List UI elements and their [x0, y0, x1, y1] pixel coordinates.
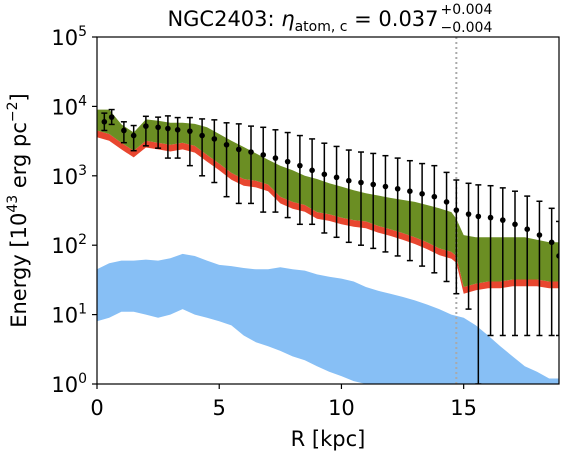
y-tick-label: 105 [51, 24, 87, 50]
y-label-mid: erg pc [7, 122, 31, 195]
data-point [248, 149, 254, 155]
data-point [407, 188, 413, 194]
y-tick-exponent: 0 [78, 371, 87, 387]
data-point [512, 221, 518, 228]
data-point [211, 136, 218, 142]
y-tick-base: 10 [51, 95, 78, 119]
y-tick-label: 101 [51, 302, 87, 328]
y-label-text: Energy [1043 erg pc−2] [5, 93, 31, 328]
data-point [235, 146, 242, 153]
y-tick-exponent: 5 [78, 24, 87, 40]
x-label-text: R [kpc] [291, 427, 366, 451]
data-point [143, 123, 149, 129]
y-tick-exponent: 2 [78, 232, 87, 248]
data-point [499, 217, 506, 223]
blue-band [97, 253, 559, 384]
y-tick-label: 104 [51, 93, 87, 119]
y-label-main: Energy [10 [7, 213, 31, 328]
data-point [199, 132, 205, 139]
data-point [524, 226, 531, 233]
green-band-layer [97, 109, 559, 294]
data-point [272, 155, 279, 161]
y-tick-base: 10 [51, 304, 78, 328]
title-prefix: NGC2403: [167, 7, 281, 31]
data-point [465, 211, 472, 217]
data-point [431, 193, 438, 200]
x-axis-label: R [kpc] [291, 427, 366, 451]
data-point [121, 127, 127, 134]
data-point [475, 213, 482, 220]
y-tick-label: 102 [51, 232, 87, 258]
x-tick-label: 15 [450, 396, 477, 420]
title-eta: η [281, 7, 294, 31]
y-tick-base: 10 [51, 373, 78, 397]
data-point [174, 127, 181, 133]
data-point [419, 191, 425, 197]
data-point [382, 183, 389, 190]
data-point [223, 141, 230, 148]
y-tick-exponent: 1 [78, 302, 87, 318]
data-points-layer [101, 108, 559, 384]
y-tick-exponent: 4 [78, 93, 87, 109]
data-point [297, 162, 303, 169]
data-point [108, 114, 115, 120]
y-tick-label: 100 [51, 371, 87, 397]
x-tick-label: 10 [328, 396, 355, 420]
title-text: NGC2403: ηatom, c = 0.037 [167, 7, 438, 35]
data-point [130, 132, 137, 139]
data-point [548, 239, 555, 246]
data-point [358, 179, 364, 186]
green-band [97, 109, 559, 287]
data-point [453, 207, 460, 213]
data-point [155, 124, 161, 131]
data-point [309, 167, 315, 174]
data-point [370, 181, 377, 188]
y-tick-base: 10 [51, 165, 78, 189]
title-err-lower: −0.004 [441, 20, 493, 36]
data-point [165, 125, 171, 132]
data-point [556, 253, 559, 259]
y-label-exp: 43 [5, 195, 21, 213]
data-point [487, 214, 494, 221]
data-point [536, 232, 543, 238]
data-point [333, 174, 340, 181]
y-tick-exponent: 3 [78, 163, 87, 179]
y-tick-base: 10 [51, 26, 78, 50]
data-point [394, 185, 401, 192]
title-err-upper: +0.004 [441, 2, 493, 18]
x-tick-label: 5 [213, 396, 226, 420]
chart-title: NGC2403: ηatom, c = 0.037 +0.004 −0.004 [167, 2, 492, 36]
x-tick-label: 0 [90, 396, 103, 420]
red-band [97, 130, 559, 294]
y-tick-label: 103 [51, 163, 87, 189]
y-axis-label: Energy [1043 erg pc−2] [5, 93, 31, 328]
title-subscript: atom, c [295, 19, 348, 35]
y-label-end: ] [7, 93, 31, 101]
data-point [187, 128, 193, 134]
blue-band-layer [97, 253, 559, 384]
data-point [284, 158, 291, 165]
y-label-exp2: −2 [5, 101, 21, 122]
data-point [321, 171, 328, 178]
title-equals: = 0.037 [347, 7, 438, 31]
data-point [443, 199, 450, 205]
data-point [260, 152, 267, 158]
data-point [101, 118, 108, 125]
data-point [345, 177, 352, 184]
y-tick-base: 10 [51, 234, 78, 258]
plot-frame [96, 36, 560, 385]
